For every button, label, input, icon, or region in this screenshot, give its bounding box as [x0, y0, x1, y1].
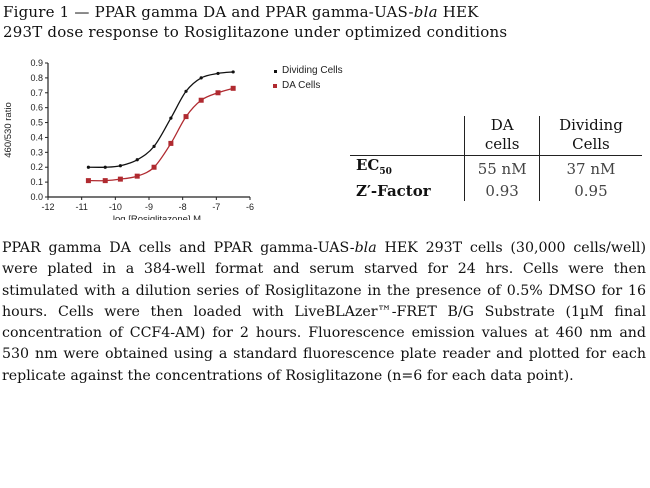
x-tick-label: -11 [75, 202, 87, 212]
dot-marker-icon [169, 116, 173, 120]
figure-title: Figure 1 — PPAR gamma DA and PPAR gamma-… [3, 2, 648, 42]
cell-ec50-dividing: 37 nM [538, 155, 642, 182]
square-marker-icon [215, 90, 221, 96]
y-tick-label: 0.3 [30, 147, 43, 157]
y-tick-label: 0.2 [30, 162, 43, 172]
dot-marker-icon [268, 63, 282, 78]
y-tick-label: 0.0 [30, 192, 43, 202]
square-marker-icon [85, 178, 91, 184]
chart-canvas: -12 -11 -10 -9 -8 -7 -6 0.0 0.1 0.2 0.3 0.4 0.5 0.6 0.… [3, 58, 254, 225]
chart-legend: Dividing Cells DA Cells [268, 63, 343, 93]
table-header-blank [350, 116, 465, 156]
x-tick-label: -7 [212, 202, 220, 212]
square-marker-icon [268, 78, 282, 93]
legend-item-dividing: Dividing Cells [268, 63, 343, 78]
square-marker-icon [183, 114, 189, 120]
table-header-dividing: Dividing Cells [538, 116, 642, 156]
dot-marker-icon [86, 165, 90, 169]
figure-title-line2: 293T dose response to Rosiglitazone unde… [3, 23, 508, 41]
square-marker-icon [134, 173, 140, 179]
square-marker-icon [230, 85, 236, 91]
x-tick-label: -10 [109, 202, 122, 212]
dot-marker-icon [152, 144, 156, 148]
y-tick-label: 0.1 [30, 177, 43, 187]
dose-response-chart: -12 -11 -10 -9 -8 -7 -6 0.0 0.1 0.2 0.3 0.4 0.5 0.6 0.… [0, 55, 260, 225]
cell-zfactor-dividing: 0.95 [538, 182, 642, 201]
dot-marker-icon [184, 89, 188, 93]
y-axis-label: 460/530 ratio [3, 102, 14, 157]
table-row-ec50: EC50 55 nM 37 nM [350, 155, 642, 182]
y-tick-label: 0.8 [30, 73, 43, 83]
x-tick-label: -6 [246, 202, 254, 212]
dot-marker-icon [199, 76, 203, 80]
table-header-row: DA cells Dividing Cells [350, 116, 642, 156]
cell-zfactor-da: 0.93 [464, 182, 540, 201]
figure-caption: PPAR gamma DA cells and PPAR gamma-UAS-b… [2, 240, 646, 384]
dot-marker-icon [135, 158, 139, 162]
square-marker-icon [102, 178, 108, 184]
square-marker-icon [198, 97, 204, 103]
x-axis-label: log [Rosiglitazone] M [113, 214, 201, 220]
x-tick-label: -12 [41, 202, 54, 212]
series-line [88, 87, 234, 182]
y-tick-label: 0.5 [30, 118, 43, 128]
table-header-da: DA cells [464, 116, 540, 156]
y-tick-label: 0.6 [30, 103, 43, 113]
square-marker-icon [168, 140, 174, 146]
x-tick-label: -9 [145, 202, 153, 212]
figure-title-line1: Figure 1 — PPAR gamma DA and PPAR gamma-… [3, 3, 479, 21]
legend-item-da: DA Cells [268, 78, 343, 93]
row-label-ec50: EC50 [350, 155, 465, 182]
cell-ec50-da: 55 nM [464, 155, 540, 182]
dot-marker-icon [103, 165, 107, 169]
table-row-zfactor: Z′-Factor 0.93 0.95 [350, 182, 642, 201]
square-marker-icon [151, 164, 157, 170]
dot-marker-icon [118, 164, 122, 168]
dot-marker-icon [216, 71, 220, 76]
results-table: DA cells Dividing Cells EC50 55 nM 37 nM… [350, 116, 642, 201]
dot-marker-icon [231, 70, 235, 74]
y-tick-label: 0.4 [30, 132, 43, 142]
x-tick-label: -8 [179, 202, 187, 212]
y-tick-label: 0.9 [30, 58, 43, 68]
y-tick-label: 0.7 [30, 88, 43, 98]
row-label-zfactor: Z′-Factor [356, 182, 431, 200]
series-line [88, 71, 234, 168]
square-marker-icon [117, 176, 123, 182]
